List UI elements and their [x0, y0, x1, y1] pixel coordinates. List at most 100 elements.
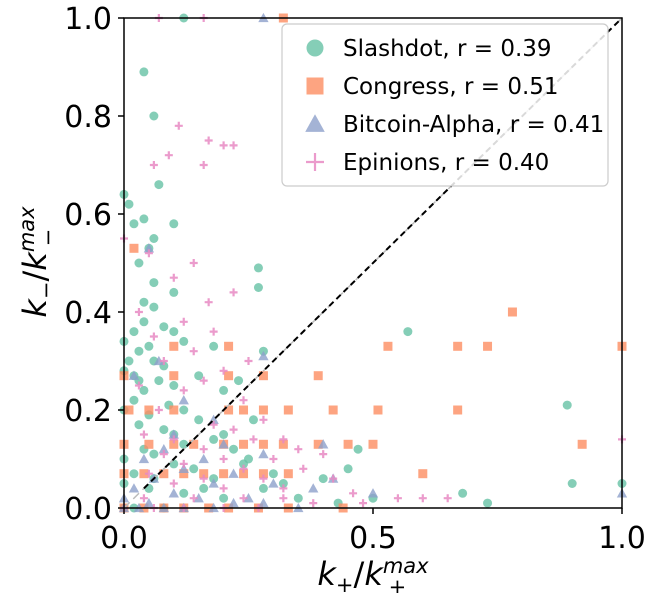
data-point	[154, 376, 164, 386]
legend-r-value: r = 0.39	[457, 36, 552, 62]
legend-r-value: r = 0.40	[455, 150, 550, 176]
data-point	[219, 455, 228, 463]
data-point	[319, 450, 328, 459]
data-point	[258, 483, 268, 493]
data-point	[129, 219, 139, 229]
data-point	[128, 370, 140, 380]
y-tick-label: 0.2	[64, 394, 112, 429]
y-axis-sub: −	[34, 281, 58, 299]
data-point	[154, 180, 164, 190]
data-point	[154, 406, 163, 414]
data-point	[179, 439, 189, 449]
data-point	[458, 488, 468, 498]
data-point	[199, 469, 209, 479]
data-point	[239, 396, 248, 405]
data-point	[383, 341, 393, 351]
data-point	[169, 327, 179, 337]
data-point	[194, 415, 204, 425]
data-point	[269, 455, 278, 463]
data-point	[129, 327, 139, 337]
data-point	[189, 464, 199, 474]
data-point	[373, 405, 383, 415]
data-point	[403, 327, 413, 337]
data-point	[219, 469, 229, 479]
data-point	[209, 341, 219, 351]
data-point	[278, 439, 288, 449]
legend-series-name: Congress,	[343, 74, 464, 100]
data-point	[562, 400, 572, 410]
data-point	[243, 493, 254, 503]
data-point	[169, 287, 179, 297]
data-point	[219, 385, 229, 395]
legend-series-name: Bitcoin-Alpha,	[343, 112, 510, 138]
data-point	[239, 469, 249, 479]
data-point	[199, 445, 208, 454]
data-point	[228, 497, 239, 508]
y-axis-title: k−/kmax−	[15, 206, 60, 318]
legend-marker	[306, 77, 324, 95]
data-point	[189, 439, 199, 449]
data-point	[229, 444, 239, 454]
legend-label: Bitcoin-Alpha, r = 0.41	[343, 112, 604, 138]
y-tick-label: 0.6	[64, 198, 112, 233]
data-point	[124, 405, 134, 415]
data-point	[249, 435, 258, 444]
data-point	[169, 371, 179, 381]
data-point	[189, 347, 198, 356]
data-point	[258, 371, 268, 381]
data-point	[209, 434, 219, 444]
legend-label: Epinions, r = 0.40	[343, 150, 549, 176]
data-point	[199, 474, 208, 483]
legend-marker	[306, 153, 324, 171]
data-point	[219, 141, 228, 150]
legend-label: Congress, r = 0.51	[343, 74, 559, 100]
data-point	[179, 317, 188, 326]
legend-box	[281, 23, 609, 187]
data-point	[259, 474, 268, 483]
data-point	[124, 199, 134, 209]
data-point	[139, 494, 148, 503]
data-point	[253, 283, 263, 292]
data-point	[359, 499, 368, 508]
data-point	[208, 478, 219, 488]
data-point	[224, 371, 234, 381]
data-point	[443, 494, 452, 503]
data-point	[149, 161, 158, 169]
data-point	[179, 336, 189, 346]
legend-r-value: r = 0.51	[464, 74, 559, 100]
data-point	[244, 357, 253, 365]
data-point	[349, 489, 358, 498]
x-axis-slash: /	[354, 555, 365, 593]
data-point	[149, 278, 159, 288]
data-point	[204, 298, 213, 307]
data-point	[159, 322, 169, 332]
data-point	[353, 444, 363, 454]
data-point	[229, 141, 238, 150]
data-point	[139, 297, 149, 307]
y-tick-label: 0.4	[64, 296, 112, 331]
data-point	[129, 469, 139, 479]
data-point	[239, 464, 248, 473]
legend: Slashdot, r = 0.39 Congress, r = 0.51 Bitc…	[281, 23, 609, 187]
data-point	[179, 386, 188, 395]
data-point	[453, 405, 463, 415]
data-point	[179, 405, 189, 415]
x-axis-sub2: +	[389, 575, 407, 593]
data-point	[124, 356, 134, 366]
legend-marker	[305, 114, 325, 132]
data-point	[169, 435, 178, 444]
data-point	[139, 469, 149, 479]
legend-series-name: Epinions,	[343, 150, 455, 176]
data-point	[219, 430, 229, 439]
x-tick-label: 0.5	[349, 521, 397, 556]
data-point	[239, 494, 248, 503]
data-point	[209, 420, 218, 429]
data-point	[567, 479, 577, 488]
data-point	[178, 463, 189, 473]
data-point	[229, 288, 238, 297]
data-point	[393, 494, 402, 503]
data-point	[483, 341, 493, 351]
data-point	[204, 136, 213, 145]
data-point	[418, 494, 427, 503]
x-tick-label: 0.0	[100, 521, 148, 556]
